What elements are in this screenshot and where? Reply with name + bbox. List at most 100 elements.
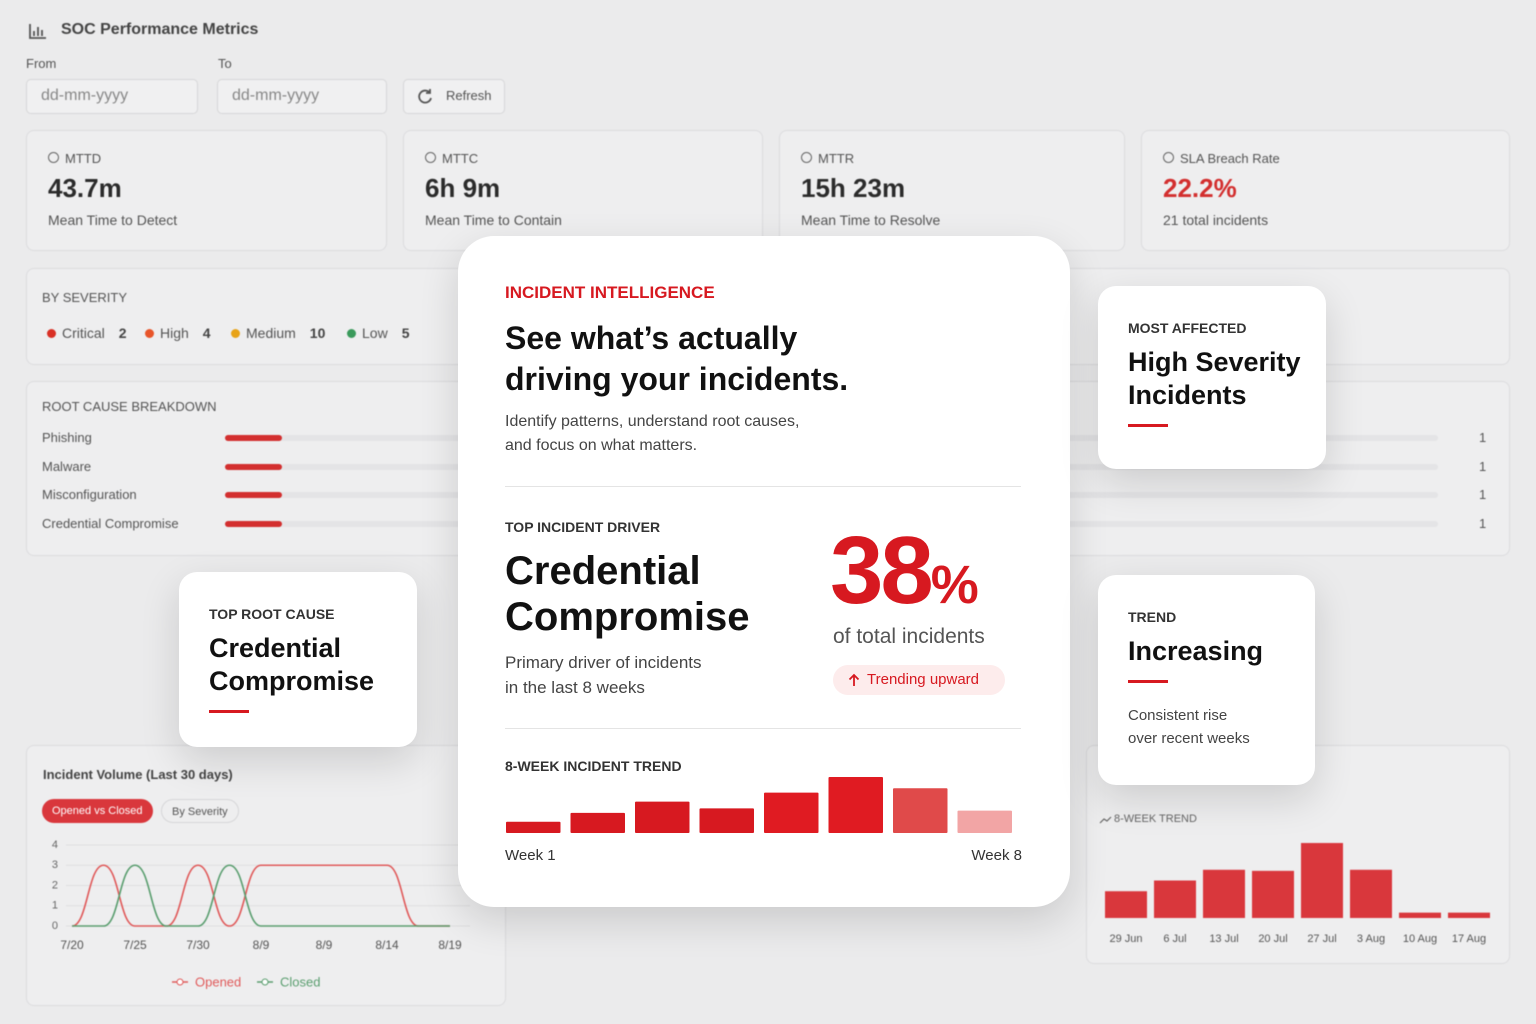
root-cause-name: Malware — [42, 458, 92, 474]
bar — [1203, 869, 1245, 918]
x-tick-label: 6 Jul — [1163, 933, 1186, 945]
main-card: INCIDENT INTELLIGENCE See what’s actuall… — [458, 236, 1070, 907]
driver-label: TOP INCIDENT DRIVER — [505, 519, 661, 535]
legend-marker — [176, 978, 184, 986]
callout-card: TOP ROOT CAUSE Credential Compromise — [179, 572, 417, 747]
callout-accent — [209, 710, 249, 713]
kpi-caption: Mean Time to Resolve — [801, 212, 941, 228]
share-unit: % — [930, 555, 979, 615]
y-tick-label: 1 — [52, 900, 58, 912]
bar — [828, 777, 883, 833]
kpi-card — [26, 130, 387, 251]
trend-title: 8-WEEK INCIDENT TREND — [505, 758, 682, 774]
x-tick-label: 29 Jun — [1109, 933, 1142, 945]
callout-accent — [1128, 680, 1168, 683]
callout-title: High Severity Incidents — [1128, 346, 1301, 412]
chart-icon — [29, 24, 46, 39]
severity-name: Medium — [246, 325, 296, 341]
x-tick-label: 7/25 — [123, 938, 147, 952]
kpi-value: 15h 23m — [801, 173, 906, 203]
bar — [570, 812, 625, 833]
from-input[interactable]: dd-mm-yyyy — [26, 79, 198, 114]
severity-dot — [145, 328, 154, 338]
volume-panel — [26, 745, 506, 1006]
legend-marker — [261, 978, 269, 986]
kpi-label: SLA Breach Rate — [1180, 151, 1280, 166]
root-cause-bar — [225, 435, 282, 441]
x-tick-label: 8/19 — [438, 938, 462, 952]
kpi-label: MTTC — [442, 151, 479, 166]
bar — [893, 788, 948, 833]
series-line — [71, 864, 450, 927]
trend-start-label: Week 1 — [505, 847, 556, 864]
driver-caption: Primary driver of incidents in the last … — [505, 650, 702, 700]
to-label: To — [218, 56, 232, 71]
headline: See what’s actually driving your inciden… — [505, 318, 848, 400]
severity-item: Low 5 — [347, 325, 409, 341]
driver-caption-line: Primary driver of incidents — [505, 653, 702, 672]
root-cause-bar — [225, 520, 282, 527]
kpi-icon — [1163, 152, 1174, 163]
bar — [1448, 912, 1490, 918]
driver-name-line: Compromise — [505, 595, 750, 639]
trend-icon — [1099, 816, 1112, 824]
severity-title: BY SEVERITY — [42, 290, 128, 305]
legend-label: Closed — [280, 974, 320, 989]
x-tick-label: 7/30 — [186, 938, 210, 952]
root-cause-name: Misconfiguration — [42, 487, 137, 502]
x-tick-label: 27 Jul — [1307, 933, 1336, 945]
severity-name: Critical — [62, 325, 105, 341]
share-caption: of total incidents — [833, 625, 985, 648]
kpi-icon — [801, 152, 812, 163]
callout-title: Increasing — [1128, 635, 1263, 668]
severity-dot — [47, 328, 56, 338]
callout-card: TREND Increasing Consistent rise over recen… — [1098, 575, 1315, 785]
volume-tab[interactable]: By Severity — [161, 799, 239, 823]
kpi-label: MTTR — [818, 151, 855, 166]
callout-title-line: Increasing — [1128, 636, 1264, 666]
root-cause-name: Credential Compromise — [42, 515, 179, 531]
root-cause-count: 1 — [1479, 458, 1487, 474]
root-cause-name: Phishing — [42, 430, 92, 445]
bar — [1350, 869, 1392, 918]
callout-label: TOP ROOT CAUSE — [209, 606, 335, 622]
root-cause-count: 1 — [1479, 515, 1487, 531]
to-input[interactable]: dd-mm-yyyy — [217, 79, 387, 114]
series-line — [72, 864, 450, 927]
callout-title-line: Incidents — [1128, 380, 1247, 410]
kpi-value: 22.2% — [1163, 173, 1237, 203]
y-tick-label: 3 — [52, 859, 58, 871]
driver-name-line: Credential — [505, 549, 701, 593]
trend-end-label: Week 8 — [971, 847, 1022, 864]
callout-title-line: Compromise — [209, 666, 375, 696]
volume-tab[interactable]: Opened vs Closed — [42, 799, 153, 823]
y-tick-label: 4 — [52, 839, 58, 851]
x-tick-label: 8/9 — [316, 938, 333, 952]
kpi-icon — [48, 152, 59, 163]
divider — [505, 486, 1021, 487]
bar — [1252, 870, 1294, 918]
bar — [1105, 891, 1147, 918]
kpi-card — [1141, 130, 1510, 251]
severity-dot — [347, 328, 356, 338]
severity-item: Medium 10 — [231, 325, 325, 341]
weekly-trend-title: 8-WEEK TREND — [1114, 813, 1197, 825]
x-tick-label: 3 Aug — [1357, 933, 1385, 945]
kpi-caption: Mean Time to Contain — [425, 212, 562, 228]
eyebrow: INCIDENT INTELLIGENCE — [505, 283, 715, 302]
kpi-icon — [425, 152, 436, 163]
driver-name: Credential Compromise — [505, 548, 750, 640]
x-tick-label: 8/14 — [375, 938, 399, 952]
headline-line: See what’s actually — [505, 320, 798, 356]
root-cause-count: 1 — [1479, 487, 1487, 502]
root-cause-count: 1 — [1479, 430, 1487, 445]
kpi-card — [403, 130, 763, 251]
callout-title: Credential Compromise — [209, 632, 374, 698]
dashboard-title: SOC Performance Metrics — [61, 21, 259, 38]
divider — [505, 728, 1021, 729]
callout-text: Consistent rise over recent weeks — [1128, 704, 1250, 750]
x-tick-label: 8/9 — [253, 938, 270, 952]
callout-title-line: Credential — [209, 633, 342, 663]
trend-badge: Trending upward — [833, 665, 1005, 695]
